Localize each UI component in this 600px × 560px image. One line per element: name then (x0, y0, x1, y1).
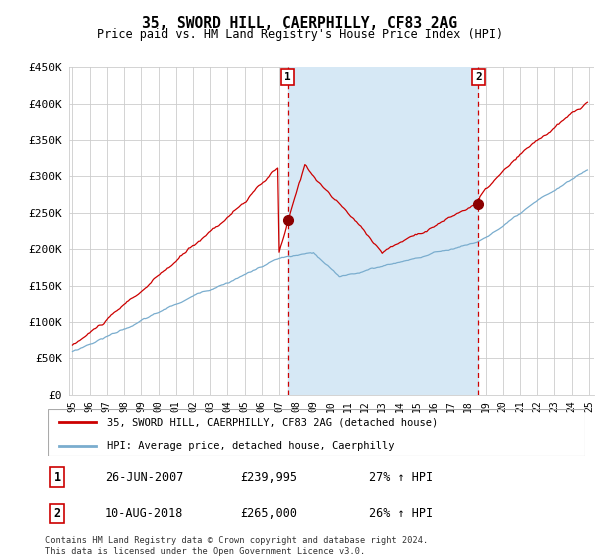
Text: 10-AUG-2018: 10-AUG-2018 (105, 507, 184, 520)
Text: £239,995: £239,995 (240, 470, 297, 484)
Text: HPI: Average price, detached house, Caerphilly: HPI: Average price, detached house, Caer… (107, 441, 395, 451)
Text: 2: 2 (53, 507, 61, 520)
Text: Price paid vs. HM Land Registry's House Price Index (HPI): Price paid vs. HM Land Registry's House … (97, 28, 503, 41)
Text: 1: 1 (53, 470, 61, 484)
Text: 2: 2 (475, 72, 482, 82)
Text: 35, SWORD HILL, CAERPHILLY, CF83 2AG: 35, SWORD HILL, CAERPHILLY, CF83 2AG (143, 16, 458, 31)
Text: 1: 1 (284, 72, 291, 82)
Text: 26% ↑ HPI: 26% ↑ HPI (369, 507, 433, 520)
Bar (287, 67, 478, 395)
Text: £265,000: £265,000 (240, 507, 297, 520)
Text: 35, SWORD HILL, CAERPHILLY, CF83 2AG (detached house): 35, SWORD HILL, CAERPHILLY, CF83 2AG (de… (107, 417, 439, 427)
Text: 26-JUN-2007: 26-JUN-2007 (105, 470, 184, 484)
Text: Contains HM Land Registry data © Crown copyright and database right 2024.
This d: Contains HM Land Registry data © Crown c… (45, 536, 428, 556)
Text: 27% ↑ HPI: 27% ↑ HPI (369, 470, 433, 484)
